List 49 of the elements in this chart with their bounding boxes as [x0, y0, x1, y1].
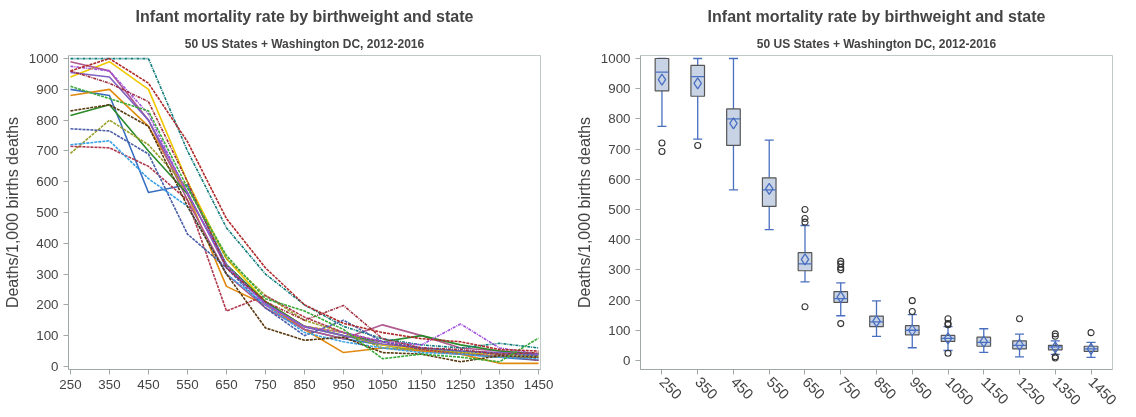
y-tick-label: 600 — [36, 174, 59, 190]
x-tick-label: 750 — [254, 376, 277, 392]
y-tick-label: 0 — [51, 358, 59, 374]
y-axis-title: Deaths/1,000 births deaths — [575, 116, 593, 309]
y-tick-label: 700 — [608, 141, 631, 157]
y-tick-label: 700 — [36, 143, 59, 159]
x-tick-label: 350 — [692, 373, 721, 403]
chart-title: Infant mortality rate by birthweight and state — [135, 7, 474, 25]
y-tick-label: 800 — [36, 112, 59, 128]
x-tick-label: 1150 — [407, 376, 436, 392]
x-tick-label: 1450 — [523, 376, 554, 392]
y-tick-label: 800 — [608, 111, 631, 127]
x-tick-label: 250 — [656, 373, 685, 403]
y-tick-label: 900 — [608, 81, 631, 97]
y-tick-label: 400 — [36, 235, 59, 251]
x-tick-label: 350 — [98, 376, 121, 392]
y-tick-label: 100 — [36, 328, 59, 344]
x-tick-label: 850 — [293, 376, 316, 392]
x-tick-label: 450 — [727, 373, 757, 403]
y-tick-label: 500 — [608, 201, 631, 217]
y-tick-label: 300 — [608, 262, 631, 278]
x-tick-label: 250 — [59, 376, 82, 392]
x-tick-label: 950 — [332, 376, 355, 392]
chart-title: Infant mortality rate by birthweight and state — [707, 7, 1046, 25]
y-tick-label: 100 — [608, 322, 631, 338]
x-tick-label: 850 — [870, 373, 900, 403]
x-tick-label: 750 — [835, 373, 864, 403]
chart-subtitle: 50 US States + Washington DC, 2012-2016 — [756, 36, 997, 51]
y-tick-label: 200 — [608, 292, 631, 308]
y-tick-label: 0 — [623, 352, 631, 368]
y-tick-label: 900 — [36, 81, 59, 97]
x-tick-label: 650 — [215, 376, 238, 392]
y-tick-label: 1000 — [28, 51, 59, 67]
y-tick-label: 200 — [36, 297, 59, 313]
x-tick-label: 650 — [799, 373, 828, 403]
x-tick-label: 1350 — [484, 376, 515, 392]
x-tick-label: 550 — [763, 373, 793, 403]
y-axis-title: Deaths/1,000 births deaths — [3, 116, 21, 309]
y-tick-label: 600 — [608, 171, 631, 187]
y-tick-label: 1000 — [600, 51, 631, 67]
x-tick-label: 450 — [137, 376, 160, 392]
y-tick-label: 500 — [36, 205, 59, 220]
y-tick-label: 400 — [608, 232, 631, 248]
x-tick-label: 1050 — [367, 376, 398, 392]
y-tick-label: 300 — [36, 266, 59, 282]
chart-subtitle: 50 US States + Washington DC, 2012-2016 — [184, 36, 425, 51]
x-tick-label: 950 — [906, 373, 936, 403]
x-tick-label: 1250 — [445, 376, 476, 392]
x-tick-label: 550 — [176, 376, 199, 392]
